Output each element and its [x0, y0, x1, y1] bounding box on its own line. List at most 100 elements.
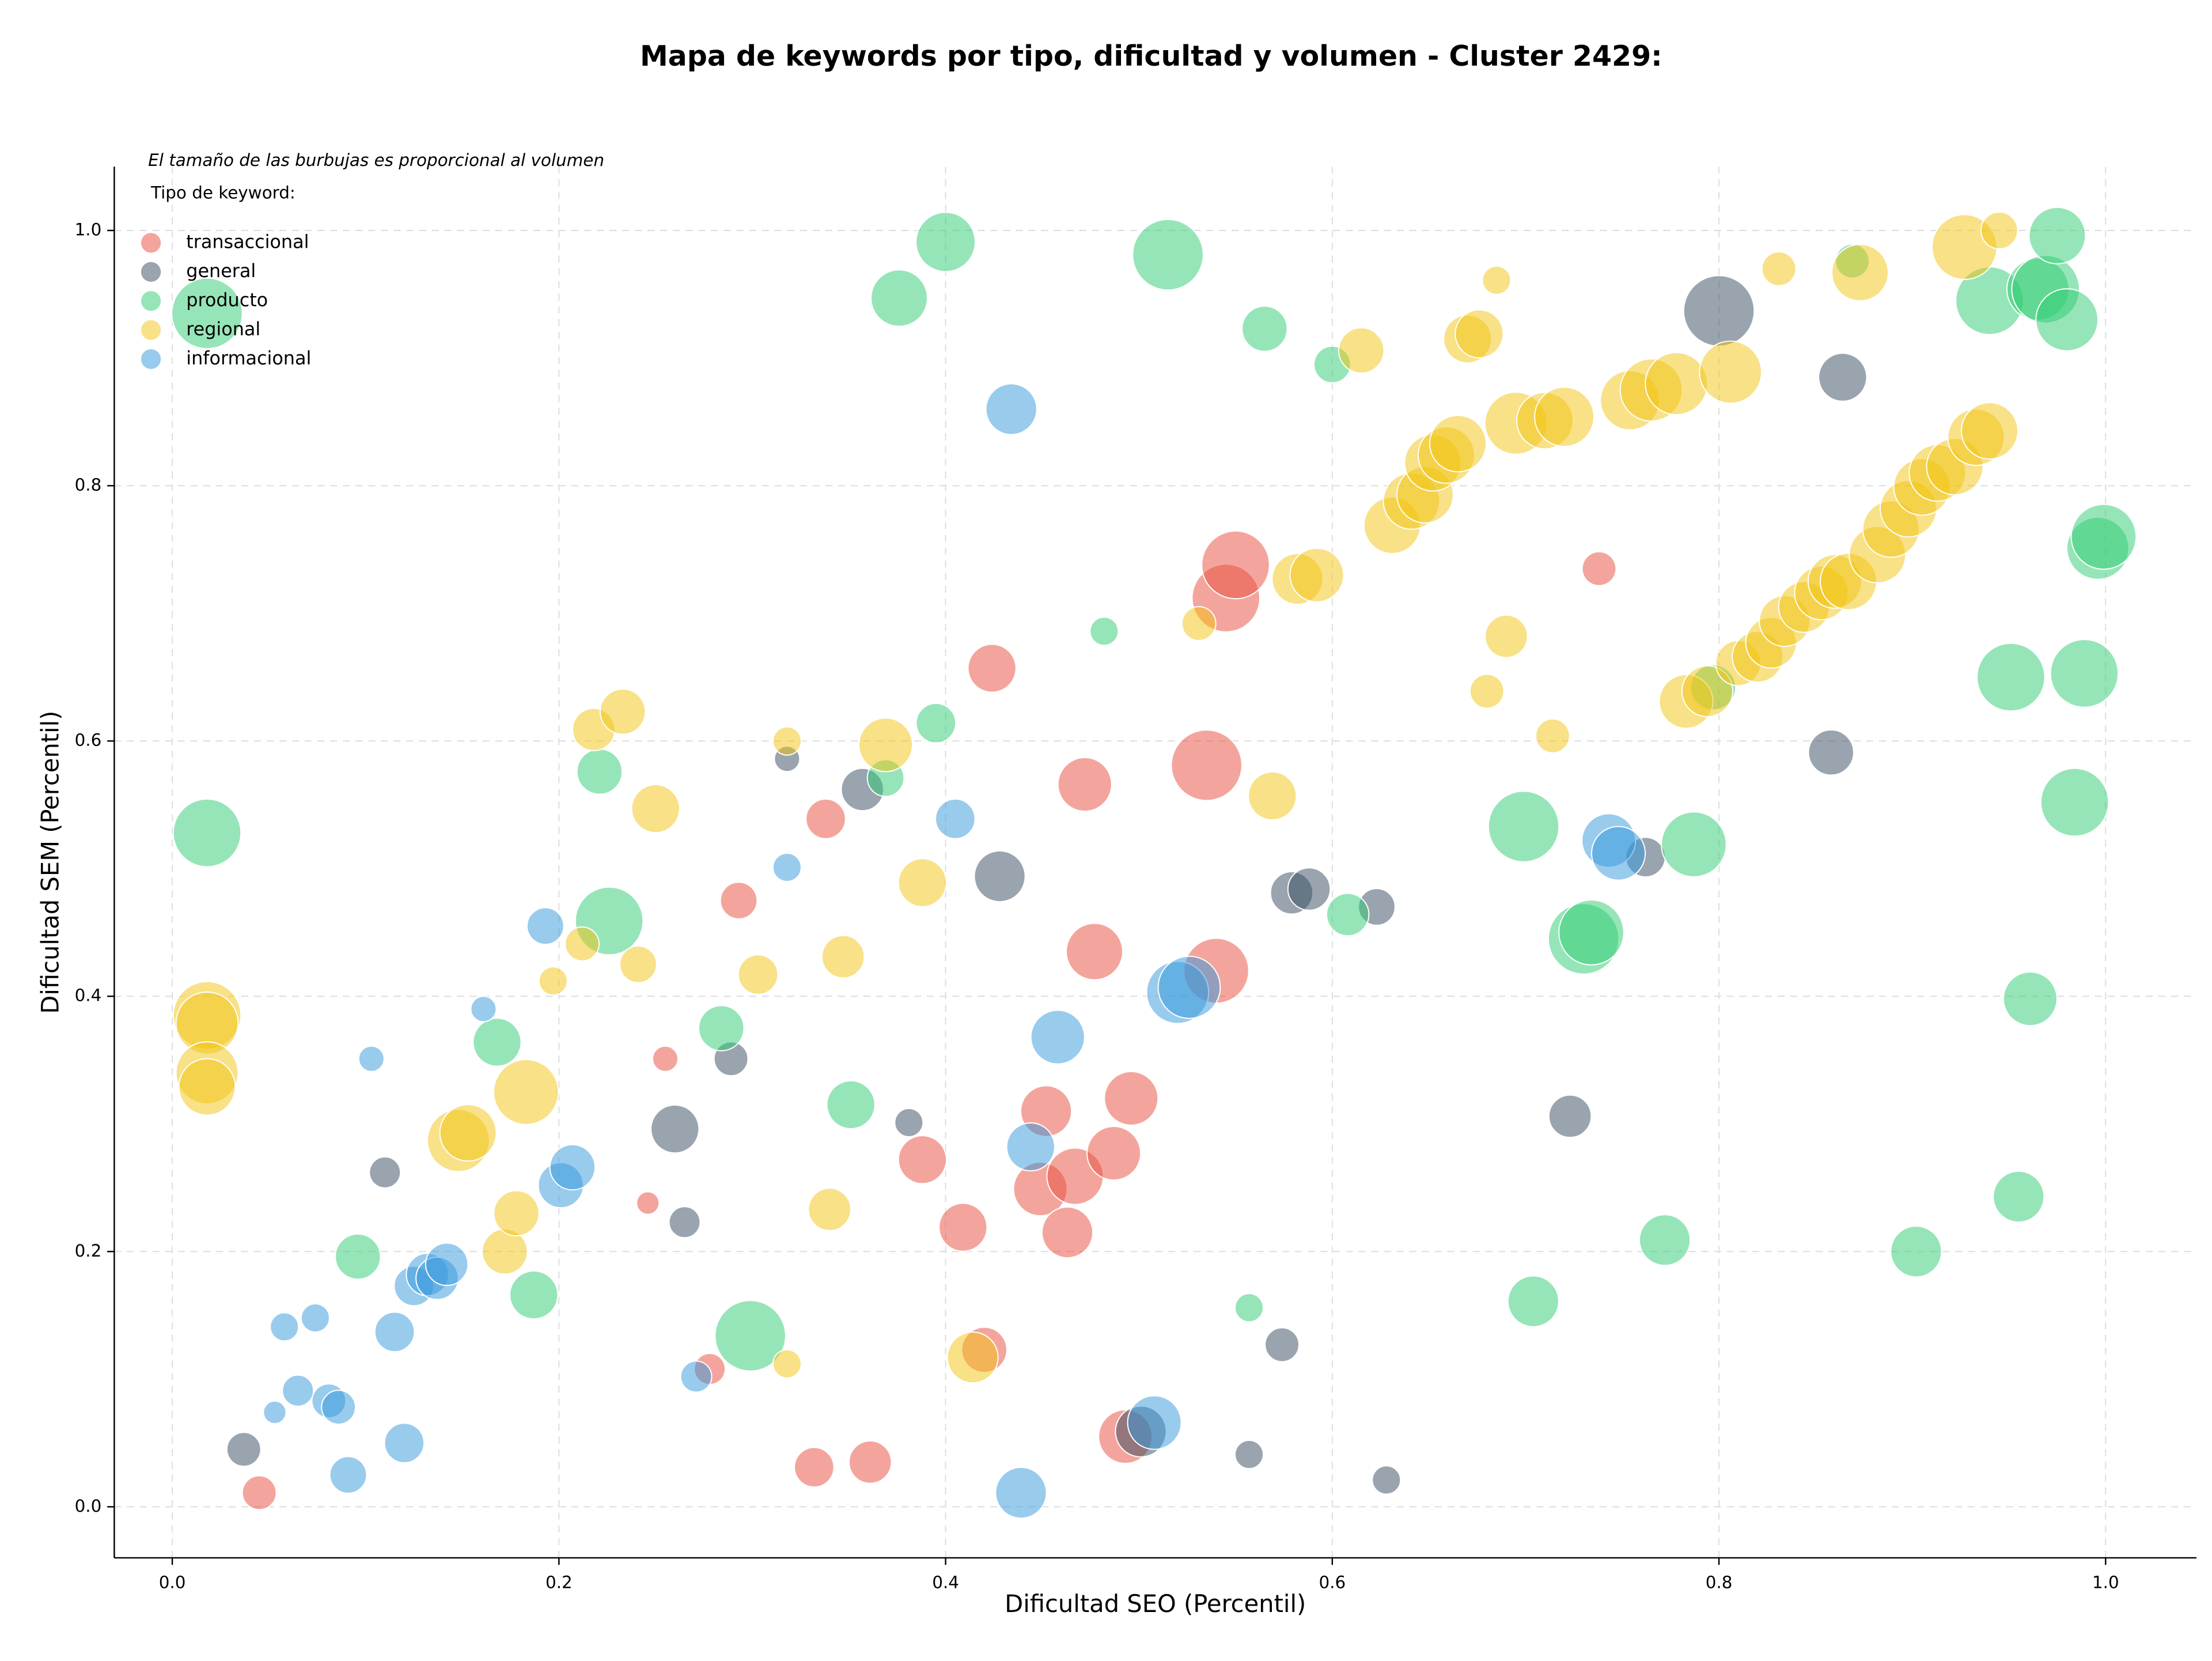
bubble — [300, 1303, 330, 1333]
bubble — [870, 269, 928, 327]
bubble — [576, 748, 623, 795]
bubble — [680, 1360, 713, 1393]
bubble — [668, 1206, 701, 1239]
bubble — [938, 1202, 988, 1252]
bubble — [1287, 867, 1331, 911]
bubble — [1890, 1225, 1942, 1278]
bubble — [1507, 1275, 1559, 1327]
y-tick-label: 0.6 — [75, 731, 102, 750]
bubble — [946, 1331, 999, 1384]
bubble — [1429, 415, 1487, 472]
y-axis-label: Dificultad SEM (Percentil) — [36, 710, 65, 1013]
bubble — [509, 1270, 559, 1320]
bubble — [2070, 504, 2137, 570]
bubble — [1683, 275, 1755, 347]
bubble — [1086, 1126, 1142, 1181]
bubble — [329, 1456, 368, 1494]
bubble — [472, 1017, 522, 1067]
x-tick-label: 0.2 — [546, 1573, 573, 1592]
bubble — [772, 1349, 802, 1379]
bubble — [493, 1059, 559, 1125]
bubble — [1645, 352, 1709, 415]
legend-title: Tipo de keyword: — [150, 183, 296, 202]
y-tick-label: 0.0 — [75, 1496, 102, 1516]
bubble — [358, 1045, 385, 1072]
bubble — [171, 277, 243, 350]
x-tick-label: 0.0 — [159, 1573, 186, 1592]
bubble — [470, 996, 497, 1023]
bubble — [897, 858, 947, 907]
legend-marker — [141, 320, 161, 340]
legend-label: regional — [186, 318, 260, 340]
bubble — [1808, 729, 1854, 776]
bubble — [335, 1233, 381, 1280]
bubble — [1289, 547, 1344, 603]
legend-marker — [141, 291, 161, 311]
bubble — [1157, 955, 1221, 1019]
bubble — [369, 1156, 402, 1189]
bubble — [915, 702, 957, 744]
bubble — [1325, 892, 1370, 937]
bubble — [1548, 1094, 1592, 1138]
bubble — [1535, 718, 1570, 754]
points — [171, 206, 2137, 1519]
bubble — [565, 926, 600, 962]
bubble — [263, 1400, 287, 1424]
bubble — [1006, 1122, 1055, 1172]
bubble — [1201, 530, 1270, 600]
legend: transaccional general producto regional info… — [141, 231, 311, 369]
bubble — [772, 726, 802, 756]
bubble — [282, 1374, 315, 1407]
bubble — [1761, 251, 1797, 286]
bubble — [974, 850, 1026, 903]
bubble — [1980, 211, 2018, 249]
bubble — [374, 1311, 415, 1353]
chart-title: Mapa de keywords por tipo, dificultad y … — [640, 40, 1662, 73]
bubble — [549, 1144, 596, 1191]
bubble — [1127, 1395, 1182, 1450]
bubble — [321, 1390, 357, 1425]
legend-label: producto — [186, 289, 268, 311]
bubble — [995, 1466, 1047, 1519]
bubble — [1591, 826, 1646, 881]
bubble — [967, 644, 1017, 693]
y-tick-label: 0.4 — [75, 986, 102, 1005]
x-axis-label: Dificultad SEO (Percentil) — [1005, 1590, 1306, 1618]
bubble — [1171, 729, 1243, 801]
bubble — [1104, 1070, 1159, 1126]
bubble — [1639, 1214, 1691, 1266]
bubble — [631, 784, 680, 834]
legend-label: informacional — [186, 347, 311, 369]
bubble — [772, 852, 802, 882]
legend-marker — [141, 233, 161, 253]
bubble — [894, 1108, 924, 1137]
bubble — [1484, 614, 1528, 659]
bubble — [1066, 922, 1123, 981]
bubble — [737, 954, 779, 995]
bubble — [425, 1242, 469, 1287]
bubble — [698, 1005, 745, 1051]
bubble — [2002, 971, 2058, 1027]
bubble — [636, 1191, 660, 1215]
bubble — [2035, 288, 2099, 351]
legend-marker — [141, 349, 161, 369]
bubble — [526, 907, 565, 945]
bubble — [858, 717, 914, 773]
bubble — [2028, 206, 2086, 264]
bubble — [1234, 1293, 1264, 1323]
legend-marker — [141, 262, 161, 282]
bubble — [794, 1447, 835, 1488]
x-tick-label: 0.6 — [1319, 1573, 1346, 1592]
x-tick-label: 0.8 — [1706, 1573, 1733, 1592]
bubble — [897, 1135, 947, 1185]
bubble — [935, 799, 976, 839]
y-tick-label: 1.0 — [75, 220, 102, 240]
x-tick-label: 1.0 — [2092, 1573, 2119, 1592]
bubble — [1248, 771, 1297, 821]
bubble — [1534, 387, 1594, 447]
bubble — [808, 1187, 851, 1231]
bubble — [1681, 665, 1733, 717]
bubble — [384, 1422, 425, 1463]
bubble — [826, 1080, 876, 1130]
bubble — [1831, 244, 1889, 302]
